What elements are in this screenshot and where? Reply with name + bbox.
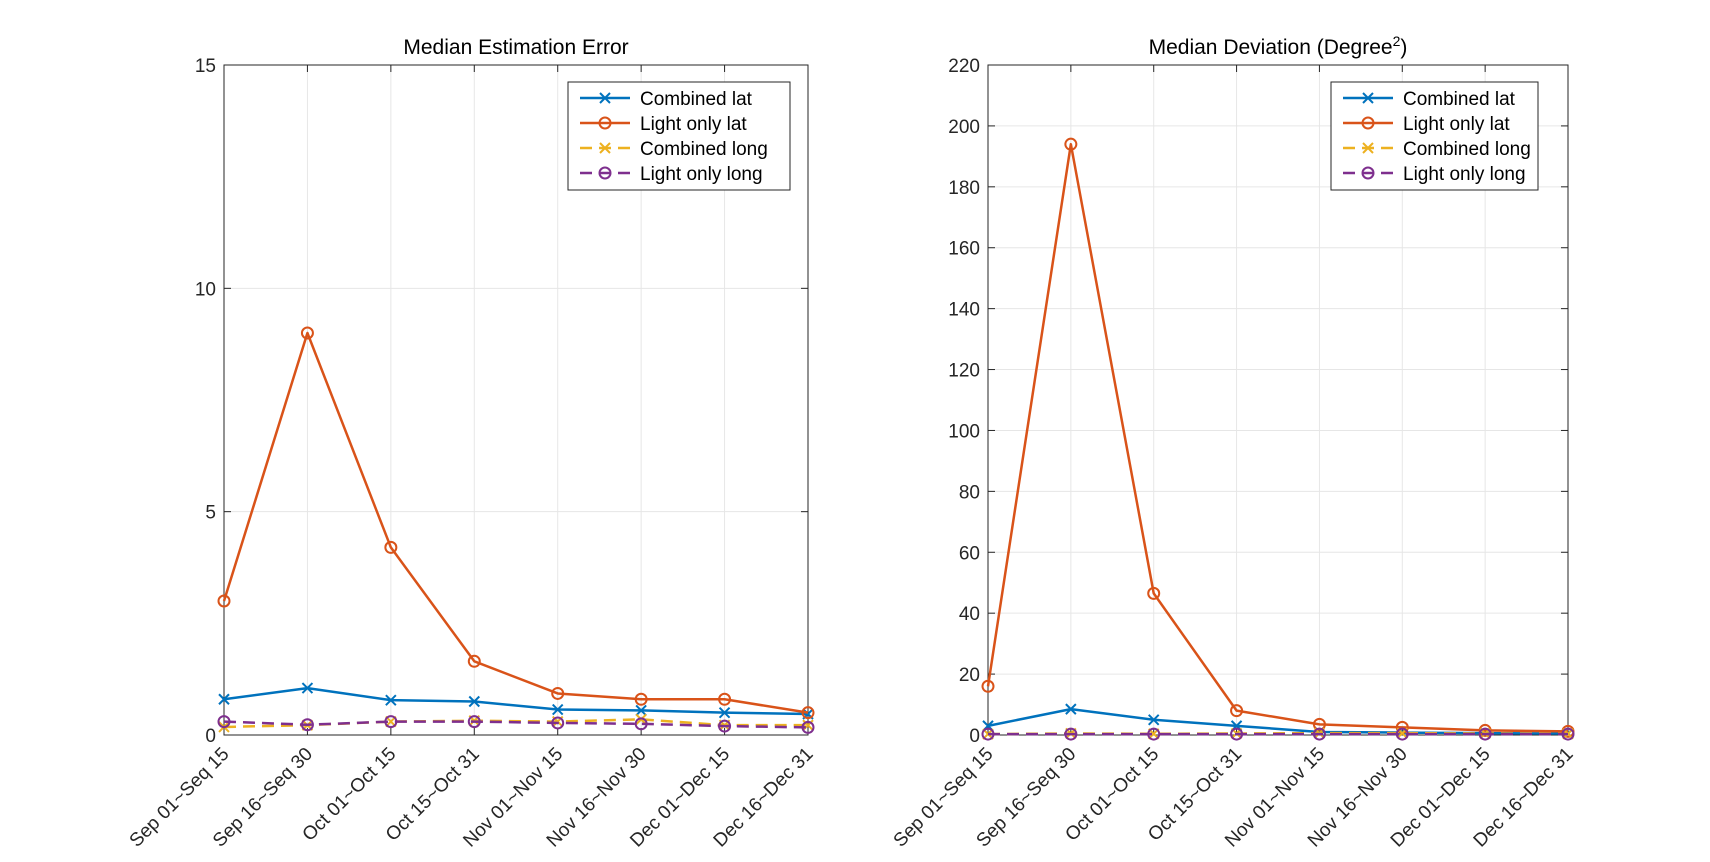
data-point [1064, 727, 1078, 741]
y-tick-label: 200 [948, 117, 980, 138]
data-point [384, 715, 398, 729]
y-tick-label: 160 [948, 239, 980, 260]
data-point [1312, 727, 1326, 741]
axes-box [223, 64, 809, 736]
data-point [1147, 586, 1161, 600]
data-point [981, 679, 995, 693]
data-point [1362, 142, 1374, 154]
data-point [718, 706, 731, 719]
y-tick-label: 120 [948, 361, 980, 382]
data-point [635, 704, 647, 717]
data-point [384, 540, 398, 554]
data-point [1561, 727, 1575, 741]
data-point [1230, 704, 1244, 718]
data-point [1478, 727, 1492, 741]
data-point [467, 654, 481, 668]
series-line [986, 142, 1569, 733]
legend-label: Light only lat [1403, 114, 1510, 135]
y-tick-label: 140 [948, 300, 980, 321]
chart-title: Median Deviation (Degree2) [1149, 33, 1408, 59]
data-point [1230, 727, 1244, 741]
data-point [551, 716, 565, 730]
data-point [552, 703, 564, 716]
data-point [1362, 92, 1374, 104]
y-tick-label: 180 [948, 178, 980, 199]
data-point [217, 715, 231, 729]
y-tick-label: 220 [948, 56, 980, 77]
y-tick-label: 20 [959, 665, 980, 686]
y-tick-label: 40 [959, 604, 980, 625]
y-tick-label: 100 [948, 421, 980, 442]
data-point [1395, 727, 1409, 741]
series-light-only-long [217, 715, 815, 734]
data-point [801, 706, 815, 720]
legend-label: Light only lat [640, 114, 747, 135]
data-point [300, 718, 314, 732]
series-line [223, 720, 809, 729]
series-line [222, 331, 809, 714]
y-tick-label: 5 [205, 503, 216, 524]
y-tick-label: 10 [195, 279, 216, 300]
legend-label: Combined long [1403, 139, 1531, 160]
legend-label: Combined lat [640, 89, 753, 110]
data-point [1312, 717, 1326, 731]
data-point [300, 326, 314, 340]
y-tick-label: 0 [205, 726, 216, 747]
legend-label: Combined lat [1403, 89, 1516, 110]
data-point [718, 692, 732, 706]
chart-title: Median Estimation Error [403, 36, 628, 59]
series-light-only-long [981, 727, 1575, 741]
data-point [598, 166, 612, 180]
legend-label: Light only long [640, 164, 763, 185]
data-point [551, 686, 565, 700]
data-point [301, 682, 314, 694]
y-tick-label: 60 [959, 543, 980, 564]
legend: Combined lat Light only lat Combined long L… [567, 81, 791, 191]
series-light-only-lat [217, 326, 815, 720]
data-point [599, 142, 611, 154]
data-point [981, 727, 995, 741]
data-point [634, 692, 648, 706]
data-point [634, 717, 648, 731]
y-tick-label: 0 [969, 726, 980, 747]
series-combined-lat [218, 682, 814, 720]
data-point [598, 116, 612, 130]
data-point [1147, 727, 1161, 741]
legend-label: Combined long [640, 139, 768, 160]
data-point [218, 693, 230, 705]
data-point [599, 92, 611, 104]
series-line [223, 686, 809, 716]
data-point [1361, 116, 1375, 130]
y-tick-label: 80 [959, 482, 980, 503]
legend-label: Light only long [1403, 164, 1526, 185]
data-point [718, 719, 732, 733]
data-point [1361, 166, 1375, 180]
legend: Combined lat Light only lat Combined long L… [1330, 81, 1539, 191]
data-point [468, 695, 480, 708]
data-point [1148, 714, 1160, 726]
data-point [801, 720, 815, 734]
data-point [1064, 137, 1078, 151]
data-point [1065, 703, 1077, 715]
data-point [1478, 723, 1492, 737]
data-point [467, 715, 481, 729]
y-tick-label: 15 [195, 56, 216, 77]
data-point [217, 594, 231, 608]
data-point [385, 694, 397, 706]
